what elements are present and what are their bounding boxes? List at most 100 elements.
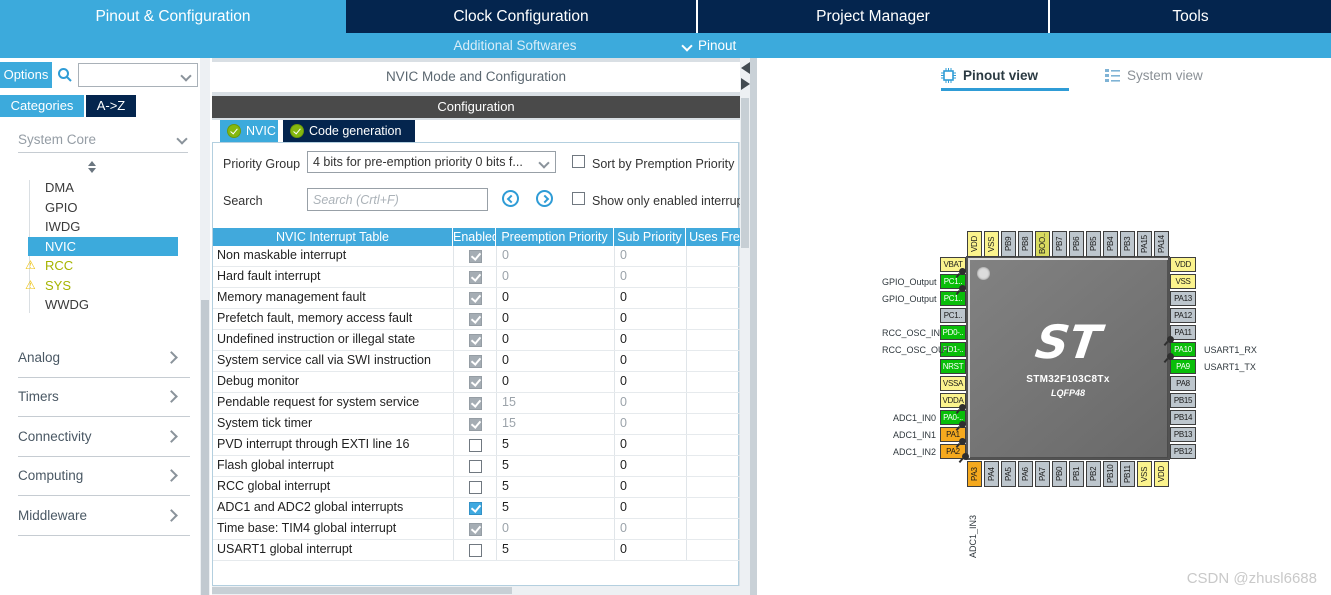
pin-vdd[interactable]: VDD [1170,257,1196,272]
pin-pb2[interactable]: PB2 [1086,461,1101,487]
filter-tab-categories[interactable]: Categories [0,95,84,117]
sort-by-preemption-checkbox[interactable] [572,155,585,168]
pin-vss[interactable]: VSS [1137,461,1152,487]
pin-nrst[interactable]: NRST [940,359,966,374]
pin-pb12[interactable]: PB12 [1170,444,1196,459]
pin-pa6[interactable]: PA6 [1018,461,1033,487]
system-core-header[interactable]: System Core [18,128,188,150]
column-header-sub-priority[interactable]: Sub Priority [614,228,686,246]
enabled-checkbox[interactable] [468,501,482,515]
sidebar-group-analog[interactable]: Analog [18,338,190,378]
pin-vss[interactable]: VSS [984,231,999,257]
column-header-uses-fre[interactable]: Uses Fre [686,228,740,246]
sub-priority-cell[interactable]: 0 [614,540,686,560]
pin-pa15[interactable]: PA15 [1137,231,1152,257]
search-prev-button[interactable] [502,190,519,207]
pin-pb4[interactable]: PB4 [1103,231,1118,257]
sub-priority-cell[interactable]: 0 [614,477,686,497]
preemption-priority-cell[interactable]: 5 [496,477,614,497]
column-header-nvic-interrupt-table[interactable]: NVIC Interrupt Table [213,228,453,246]
pin-pa2[interactable]: PA2 [940,444,966,459]
pin-pb13[interactable]: PB13 [1170,427,1196,442]
pin-pa4[interactable]: PA4 [984,461,999,487]
horizontal-scrollbar[interactable] [212,586,740,595]
preemption-priority-cell[interactable]: 5 [496,435,614,455]
enabled-checkbox[interactable] [468,480,482,494]
sub-priority-cell[interactable]: 0 [614,435,686,455]
pin-pa8[interactable]: PA8 [1170,376,1196,391]
pin-pc1[interactable]: PC1.. [940,291,966,306]
sub-priority-cell[interactable]: 0 [614,456,686,476]
pin-vdd[interactable]: VDD [967,231,982,257]
top-tab-project-manager[interactable]: Project Manager [696,0,1048,33]
sidebar-item-gpio[interactable]: GPIO [0,198,200,218]
pin-pa13[interactable]: PA13 [1170,291,1196,306]
sort-toggle-icon[interactable] [88,161,97,173]
pin-pa9[interactable]: PA9 [1170,359,1196,374]
filter-tab-a-z[interactable]: A->Z [86,95,136,117]
pin-pb5[interactable]: PB5 [1086,231,1101,257]
pinout-menu[interactable]: Pinout [681,33,736,58]
enabled-checkbox[interactable] [468,543,482,557]
panel-divider[interactable] [750,58,757,595]
sidebar-item-nvic[interactable]: NVIC [0,236,200,257]
sidebar-scrollbar[interactable] [200,58,210,595]
tab-system-view[interactable]: System view [1105,64,1203,86]
preemption-priority-cell[interactable]: 5 [496,498,614,518]
sidebar-group-middleware[interactable]: Middleware [18,496,190,536]
pin-boo[interactable]: BOO.. [1035,231,1050,257]
enabled-checkbox[interactable] [468,459,482,473]
pin-pa14[interactable]: PA14 [1154,231,1169,257]
config-tab-code-generation[interactable]: Code generation [283,120,415,142]
sidebar-item-rcc[interactable]: ⚠ RCC [0,256,200,276]
pin-pa12[interactable]: PA12 [1170,308,1196,323]
pin-pa10[interactable]: PA10 [1170,342,1196,357]
options-button[interactable]: Options [0,62,52,88]
column-header-preemption-priority[interactable]: Preemption Priority [496,228,614,246]
pin-pa3[interactable]: PA3 [967,461,982,487]
top-tab-pinout-configuration[interactable]: Pinout & Configuration [0,0,346,33]
sidebar-item-sys[interactable]: ⚠ SYS [0,276,200,296]
interrupt-search-input[interactable] [307,188,488,211]
sidebar-item-wwdg[interactable]: WWDG [0,295,200,315]
pin-pb0[interactable]: PB0 [1052,461,1067,487]
collapse-left-icon[interactable] [741,62,750,74]
pin-pa7[interactable]: PA7 [1035,461,1050,487]
sidebar-group-computing[interactable]: Computing [18,457,190,496]
pin-pb11[interactable]: PB11 [1120,461,1135,487]
top-tab-clock-configuration[interactable]: Clock Configuration [346,0,696,33]
sidebar-item-dma[interactable]: DMA [0,178,200,198]
sidebar-group-timers[interactable]: Timers [18,378,190,417]
priority-group-select[interactable]: 4 bits for pre-emption priority 0 bits f… [307,151,556,173]
sidebar-group-connectivity[interactable]: Connectivity [18,417,190,457]
sub-priority-cell[interactable]: 0 [614,498,686,518]
enabled-checkbox[interactable] [468,438,482,452]
search-next-button[interactable] [536,190,553,207]
pin-pb9[interactable]: PB9 [1001,231,1016,257]
pin-vss[interactable]: VSS [1170,274,1196,289]
preemption-priority-cell[interactable]: 5 [496,540,614,560]
pin-pb8[interactable]: PB8 [1018,231,1033,257]
pin-pb14[interactable]: PB14 [1170,410,1196,425]
tab-pinout-view[interactable]: Pinout view [941,64,1038,86]
pin-vssa[interactable]: VSSA [940,376,966,391]
sidebar-item-iwdg[interactable]: IWDG [0,217,200,237]
top-tab-tools[interactable]: Tools [1048,0,1331,33]
pin-pc1[interactable]: PC1.. [940,308,966,323]
pin-pb1[interactable]: PB1 [1069,461,1084,487]
additional-softwares-link[interactable]: Additional Softwares [453,38,577,53]
pin-pb6[interactable]: PB6 [1069,231,1084,257]
pin-pb10[interactable]: PB10 [1103,461,1118,487]
pin-pd0[interactable]: PD0-.. [940,325,966,340]
collapse-right-icon[interactable] [741,78,750,90]
panel-collapse-arrows[interactable] [741,62,750,90]
pin-vdd[interactable]: VDD [1154,461,1169,487]
sidebar-search-combo[interactable] [78,63,198,87]
preemption-priority-cell[interactable]: 5 [496,456,614,476]
pin-pd1[interactable]: PD1-.. [940,342,966,357]
panel-scrollbar[interactable] [740,58,750,595]
column-header-enabled[interactable]: Enabled [453,228,496,246]
pin-pb3[interactable]: PB3 [1120,231,1135,257]
pin-pa5[interactable]: PA5 [1001,461,1016,487]
pin-pb7[interactable]: PB7 [1052,231,1067,257]
